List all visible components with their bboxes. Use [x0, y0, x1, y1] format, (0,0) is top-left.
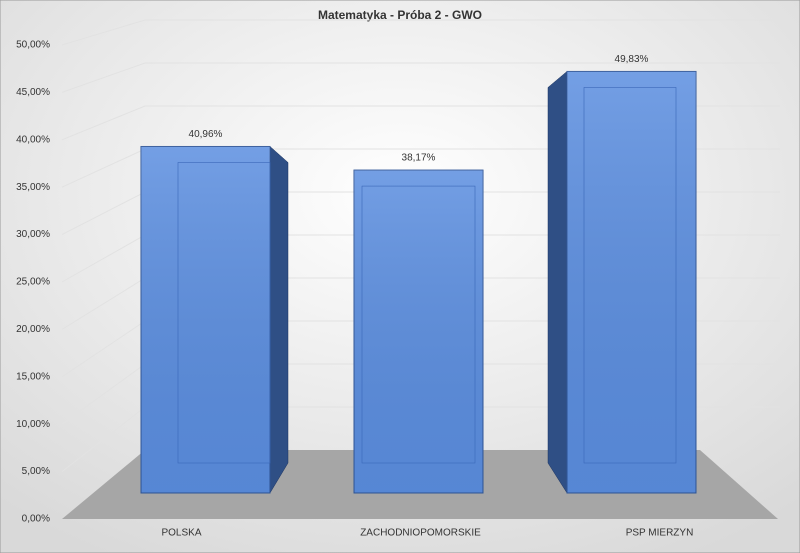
- y-tick-label: 45,00%: [16, 87, 50, 98]
- bar-back-edge: [583, 87, 677, 464]
- y-tick-label: 25,00%: [16, 277, 50, 288]
- y-tick-label: 50,00%: [16, 40, 50, 51]
- y-tick-label: 35,00%: [16, 182, 50, 193]
- chart-title: Matematyka - Próba 2 - GWO: [318, 8, 482, 22]
- bar-side: [547, 70, 568, 494]
- grid-line: [61, 19, 780, 46]
- y-tick-label: 40,00%: [16, 134, 50, 145]
- grid-line: [61, 62, 780, 93]
- y-tick-label: 0,00%: [22, 514, 50, 525]
- x-tick-label: PSP MIERZYN: [626, 528, 694, 539]
- y-tick-label: 10,00%: [16, 419, 50, 430]
- y-tick-label: 15,00%: [16, 371, 50, 382]
- value-label: 38,17%: [402, 153, 436, 164]
- y-tick-label: 30,00%: [16, 229, 50, 240]
- value-label: 49,83%: [615, 54, 649, 65]
- x-tick-label: ZACHODNIOPOMORSKIE: [360, 528, 481, 539]
- bar-side: [269, 145, 289, 494]
- bar-shade: [567, 71, 696, 493]
- value-label: 40,96%: [189, 129, 223, 140]
- bar-shade: [354, 170, 483, 494]
- bar-back-edge: [361, 185, 476, 464]
- bar-back-edge: [177, 162, 271, 464]
- x-tick-label: POLSKA: [161, 528, 201, 539]
- bar-shade: [141, 146, 270, 493]
- y-tick-label: 5,00%: [22, 466, 50, 477]
- y-tick-label: 20,00%: [16, 324, 50, 335]
